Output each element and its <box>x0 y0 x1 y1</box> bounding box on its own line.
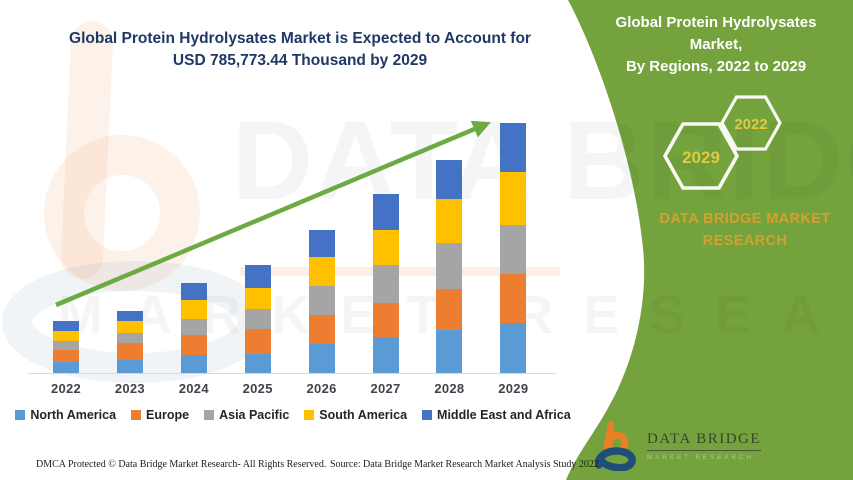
x-axis-label-2022: 2022 <box>50 381 82 396</box>
bar-segment-middle-east-and-africa-2026 <box>308 230 335 257</box>
data-bridge-logo: DATA BRIDGE MARKET RESEARCH <box>594 421 762 471</box>
footer-source-text: Source: Data Bridge Market Research Mark… <box>330 459 599 470</box>
bar-segment-asia-pacific-2026 <box>308 286 335 316</box>
x-axis-label-2025: 2025 <box>242 381 273 396</box>
bar-segment-asia-pacific-2029 <box>500 225 527 274</box>
bar-segment-asia-pacific-2022 <box>53 341 79 350</box>
x-axis-label-2023: 2023 <box>114 381 145 396</box>
brand-text-line2: RESEARCH <box>702 233 788 250</box>
data-bridge-logo-text: DATA BRIDGE MARKET RESEARCH <box>647 431 762 461</box>
bar-segment-asia-pacific-2027 <box>372 265 399 303</box>
bar-segment-south-america-2025 <box>244 287 271 310</box>
x-axis-label-2024: 2024 <box>178 381 209 396</box>
hexagon-2022 <box>720 95 782 151</box>
bar-segment-north-america-2028 <box>436 329 463 373</box>
legend-label: North America <box>30 408 117 422</box>
bar-segment-south-america-2022 <box>53 331 79 341</box>
bar-segment-asia-pacific-2023 <box>116 333 143 343</box>
data-bridge-logo-icon <box>595 421 636 471</box>
bar-segment-europe-2025 <box>244 329 271 354</box>
bar-segment-middle-east-and-africa-2023 <box>116 311 143 321</box>
logo-name: DATA BRIDGE <box>647 431 762 451</box>
bar-segment-south-america-2028 <box>436 198 463 243</box>
bar-segment-europe-2023 <box>116 343 143 361</box>
legend-swatch <box>204 410 215 420</box>
legend-label: Middle East and Africa <box>437 408 571 422</box>
bar-segment-middle-east-and-africa-2029 <box>500 123 527 172</box>
hexagon-2022-label: 2022 <box>734 116 767 133</box>
chart-title-line2: USD 785,773.44 Thousand by 2029 <box>172 52 428 70</box>
hexagon-2029 <box>662 122 740 190</box>
legend-swatch <box>422 410 433 420</box>
bar-segment-middle-east-and-africa-2022 <box>53 321 79 331</box>
legend-item-asia-pacific: Asia Pacific <box>204 408 289 422</box>
bar-segment-europe-2026 <box>308 315 335 344</box>
logo-subname: MARKET RESEARCH <box>647 454 754 461</box>
legend-label: Asia Pacific <box>219 408 290 422</box>
bar-segment-europe-2028 <box>436 288 463 330</box>
bar-segment-north-america-2027 <box>372 337 399 373</box>
legend-swatch <box>131 410 142 420</box>
bar-segment-north-america-2025 <box>244 353 271 373</box>
side-panel-title-line2: By Regions, 2022 to 2029 <box>625 57 807 75</box>
bar-segment-europe-2022 <box>53 349 79 362</box>
bar-segment-europe-2029 <box>500 273 527 323</box>
side-panel-title-line1: Global Protein Hydrolysates Market, <box>615 14 817 53</box>
legend-swatch <box>15 410 26 420</box>
bar-segment-asia-pacific-2024 <box>180 319 207 335</box>
legend-item-middle-east-and-africa: Middle East and Africa <box>422 408 571 422</box>
bar-segment-middle-east-and-africa-2028 <box>436 159 463 199</box>
bar-segment-europe-2027 <box>372 303 399 337</box>
side-panel-title: Global Protein Hydrolysates Market, By R… <box>588 12 844 77</box>
legend-label: South America <box>319 408 408 422</box>
x-axis-label-2027: 2027 <box>370 381 401 396</box>
bar-segment-south-america-2024 <box>180 299 207 320</box>
brand-text-line1: DATA BRIDGE MARKET <box>659 211 831 227</box>
x-axis-label-2026: 2026 <box>306 381 337 396</box>
bar-segment-middle-east-and-africa-2024 <box>180 283 207 300</box>
x-axis-label-2028: 2028 <box>434 381 465 396</box>
bar-segment-north-america-2022 <box>53 362 79 373</box>
bar-segment-north-america-2026 <box>308 343 335 373</box>
legend-item-south-america: South America <box>304 408 407 422</box>
chart-legend: North America Europe Asia Pacific South Ame… <box>15 408 571 422</box>
bar-segment-middle-east-and-africa-2027 <box>372 193 399 230</box>
bar-segment-north-america-2023 <box>116 360 143 373</box>
x-axis-label-2029: 2029 <box>498 381 529 396</box>
bar-segment-south-america-2027 <box>372 229 399 266</box>
legend-item-europe: Europe <box>131 408 189 422</box>
bar-segment-north-america-2024 <box>180 355 207 373</box>
legend-swatch <box>304 410 315 420</box>
bar-segment-asia-pacific-2028 <box>436 243 463 289</box>
legend-item-north-america: North America <box>15 408 116 422</box>
bar-segment-asia-pacific-2025 <box>244 309 271 330</box>
bar-segment-north-america-2029 <box>500 323 527 373</box>
chart-title: Global Protein Hydrolysates Market is Ex… <box>40 28 560 73</box>
bar-segment-europe-2024 <box>180 334 207 356</box>
bar-segment-south-america-2029 <box>500 172 527 226</box>
legend-label: Europe <box>146 408 190 422</box>
bar-segment-south-america-2023 <box>116 321 143 333</box>
brand-text: DATA BRIDGE MARKET RESEARCH <box>645 208 845 253</box>
footer-dmca-text: DMCA Protected © Data Bridge Market Rese… <box>36 459 327 470</box>
chart-title-line1: Global Protein Hydrolysates Market is Ex… <box>69 30 531 47</box>
bar-segment-middle-east-and-africa-2025 <box>244 265 271 288</box>
hexagon-2029-label: 2029 <box>682 148 720 167</box>
bar-segment-south-america-2026 <box>308 257 335 287</box>
x-axis-line <box>28 373 556 374</box>
